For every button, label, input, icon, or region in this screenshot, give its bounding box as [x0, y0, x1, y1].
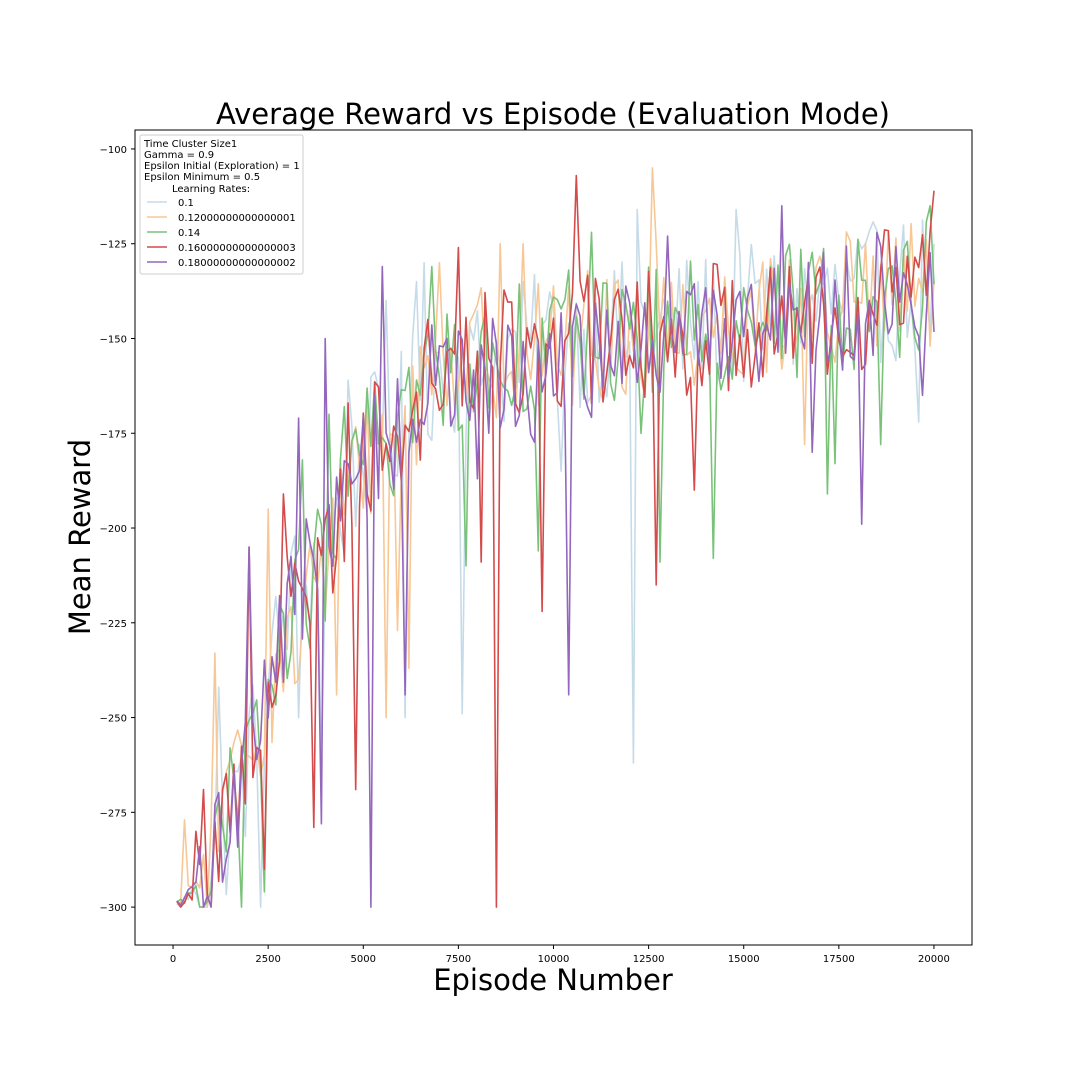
legend-header-line: Gamma = 0.9 — [144, 150, 214, 161]
y-tick-label: −150 — [100, 334, 127, 345]
legend-header-line: Epsilon Initial (Exploration) = 1 — [144, 161, 300, 172]
y-tick-label: −200 — [100, 524, 127, 535]
legend-header-line: Time Cluster Size1 — [143, 139, 237, 150]
x-tick-label: 0 — [170, 954, 176, 965]
y-tick-label: −175 — [100, 429, 127, 440]
legend-entry-label: 0.14 — [178, 228, 200, 239]
legend-header-line: Epsilon Minimum = 0.5 — [144, 172, 260, 183]
legend-entry-label: 0.1 — [178, 198, 194, 209]
legend-entries: 0.1 0.12000000000000001 0.14 0.160000000000… — [147, 198, 296, 269]
x-tick-label: 20000 — [918, 954, 950, 965]
y-tick-label: −250 — [100, 714, 127, 725]
series-line — [176, 205, 935, 908]
x-tick-label: 17500 — [823, 954, 855, 965]
y-tick-label: −225 — [100, 619, 127, 630]
y-axis-ticks: −300 −275 −250 −225 −200 −175 −150 −125 −100 — [100, 145, 135, 914]
series-layer — [176, 167, 935, 908]
legend-box — [139, 134, 304, 275]
x-tick-label: 5000 — [351, 954, 376, 965]
y-tick-label: −100 — [100, 145, 127, 156]
chart-title: Average Reward vs Episode (Evaluation Mo… — [216, 97, 890, 131]
legend-entry-label: 0.12000000000000001 — [178, 213, 296, 224]
x-axis-ticks: 0 2500 5000 7500 10000 12500 15000 17500 20000 — [170, 945, 950, 965]
x-tick-label: 10000 — [538, 954, 570, 965]
legend-entry-label: 0.18000000000000002 — [178, 258, 296, 269]
y-axis-label: Mean Reward — [63, 439, 97, 635]
y-tick-label: −125 — [100, 240, 127, 251]
x-tick-label: 2500 — [255, 954, 280, 965]
x-tick-label: 12500 — [633, 954, 665, 965]
y-tick-label: −300 — [100, 903, 127, 914]
x-axis-label: Episode Number — [433, 963, 673, 997]
x-tick-label: 15000 — [728, 954, 760, 965]
x-tick-label: 7500 — [446, 954, 471, 965]
legend-entry-label: 0.16000000000000003 — [178, 243, 296, 254]
legend-title: Learning Rates: — [172, 184, 250, 195]
y-tick-label: −275 — [100, 808, 127, 819]
